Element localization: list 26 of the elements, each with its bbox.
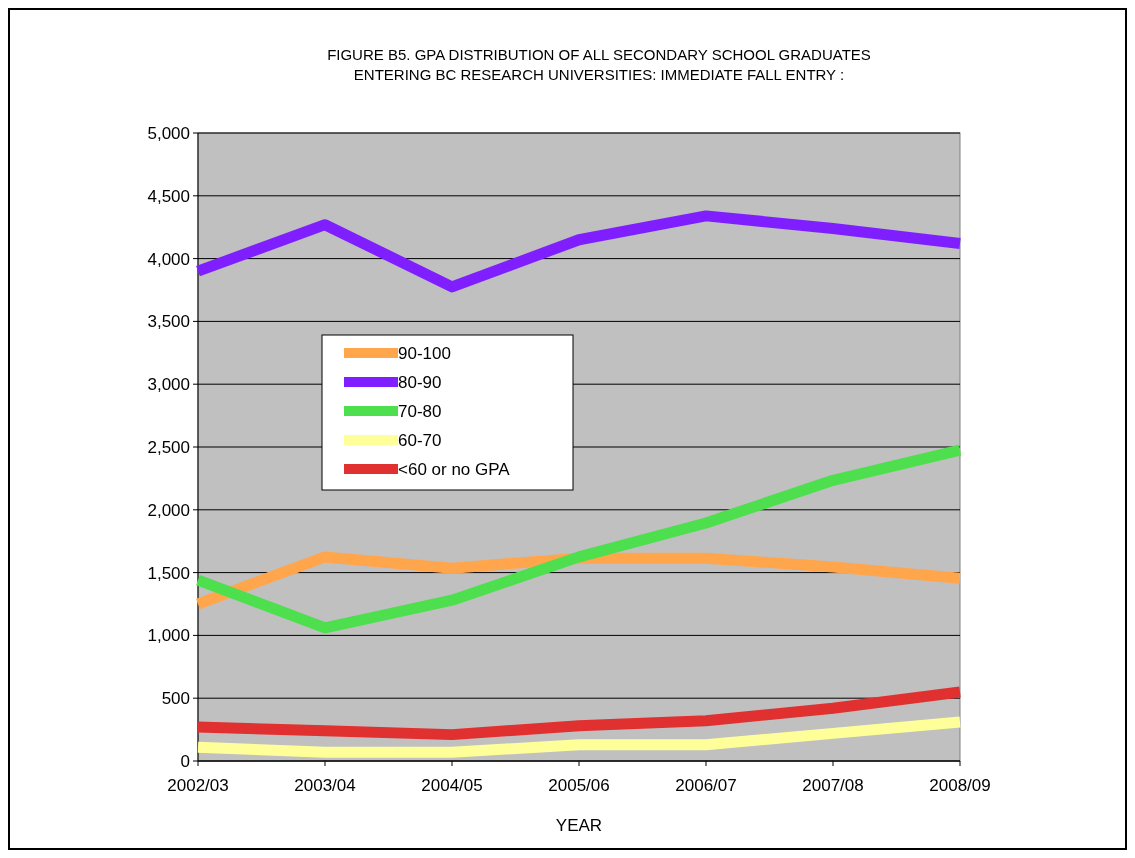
legend-label: 80-90 [398,373,442,392]
chart-subtitle: ENTERING BC RESEARCH UNIVERSITIES: IMMEDIATE FALL ENTRY : [353,66,845,83]
legend-label: <60 or no GPA [398,460,511,479]
y-tick-label: 1,000 [147,626,190,646]
x-tick-label: 2008/09 [929,776,991,795]
y-tick-label: 3,500 [147,312,190,332]
y-tick-label: 4,000 [147,249,190,269]
x-tick-label: 2006/07 [675,776,737,795]
y-tick-label: 2,000 [147,500,190,520]
chart-title: FIGURE B5. GPA DISTRIBUTION OF ALL SECONDARY SCHOOL GRADUATES [327,46,871,63]
legend-label: 60-70 [398,431,442,450]
x-axis-title: YEAR [555,816,603,835]
legend-label: 90-100 [398,344,451,363]
y-tick-label: 4,500 [147,186,190,206]
y-tick-label: 5,000 [147,124,190,143]
x-tick-label: 2005/06 [548,776,610,795]
y-tick-label: 0 [180,752,190,771]
y-tick-label: 1,500 [147,563,190,583]
legend-label: 70-80 [398,402,442,421]
x-tick-label: 2007/08 [802,776,864,795]
x-tick-label: 2002/03 [167,776,229,795]
y-tick-label: 500 [161,689,190,709]
y-tick-label: 3,000 [147,375,190,395]
x-tick-label: 2003/04 [294,776,356,795]
y-tick-label: 2,500 [147,438,190,457]
x-tick-label: 2004/05 [421,776,483,795]
